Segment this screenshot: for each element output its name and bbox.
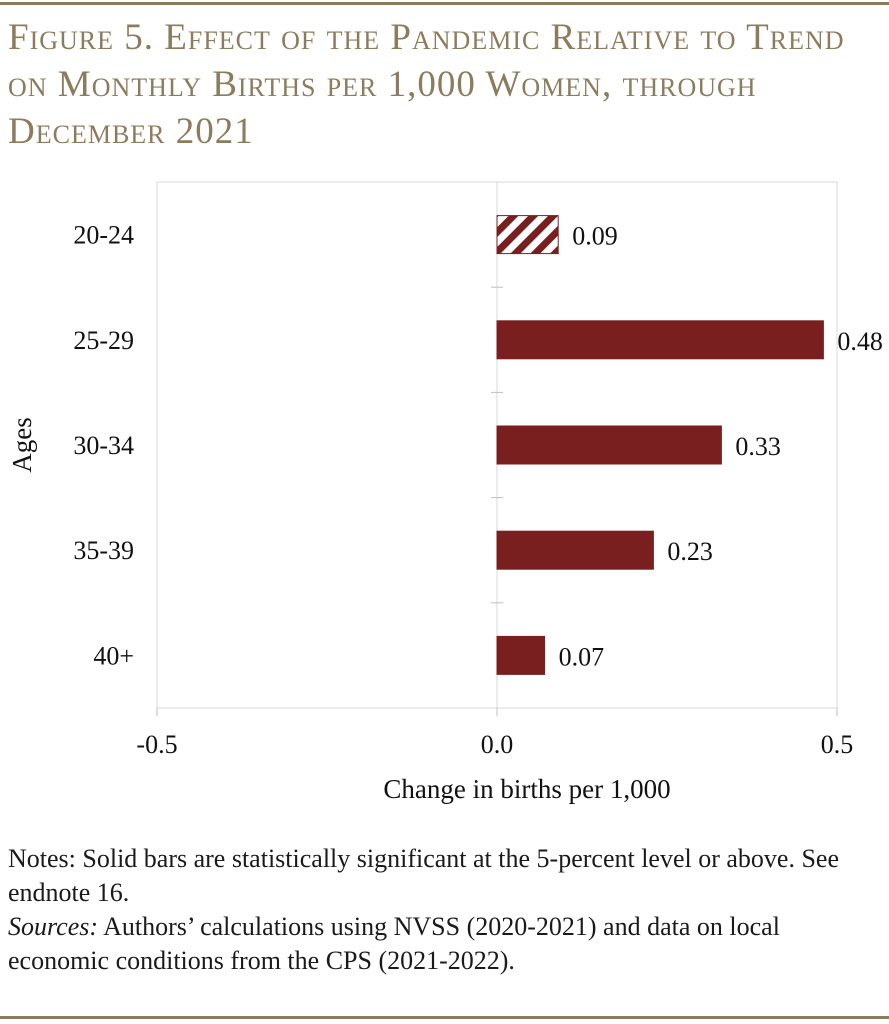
x-axis-title: Change in births per 1,000 (383, 774, 670, 804)
x-tick-label: 0.0 (481, 730, 514, 759)
sources-text: Sources: Authors’ calculations using NVS… (8, 910, 883, 978)
x-tick-label: 0.5 (821, 730, 854, 759)
value-label: 0.33 (735, 432, 781, 461)
value-label: 0.09 (572, 222, 618, 251)
value-label: 0.23 (667, 537, 713, 566)
category-label: 25-29 (73, 326, 134, 355)
bottom-rule (0, 1016, 889, 1019)
sources-body: Authors’ calculations using NVSS (2020-2… (8, 912, 780, 975)
bar-solid (496, 425, 722, 465)
y-axis-title: Ages (7, 417, 37, 473)
bar-hatched (496, 215, 559, 255)
value-label: 0.07 (559, 642, 605, 671)
figure-notes: Notes: Solid bars are statistically sign… (8, 842, 883, 978)
category-label: 40+ (93, 641, 134, 670)
category-label: 20-24 (73, 221, 134, 250)
top-rule (0, 2, 889, 5)
value-label: 0.48 (837, 327, 883, 356)
bar-solid (496, 635, 546, 675)
bar-chart: -0.5 0.0 0.5 20-24 0.09 25-29 0.48 30-34 0.33 35-… (7, 181, 883, 804)
bar-solid (496, 530, 654, 570)
bar-solid (496, 320, 824, 360)
plot-layer: -0.5 0.0 0.5 20-24 0.09 25-29 0.48 30-34 0.33 35-… (7, 182, 883, 804)
figure-title: Figure 5. Effect of the Pandemic Relativ… (8, 17, 845, 152)
category-label: 30-34 (73, 431, 134, 460)
sources-label: Sources: (8, 912, 99, 941)
notes-text: Notes: Solid bars are statistically sign… (8, 844, 840, 907)
x-tick-label: -0.5 (136, 730, 177, 759)
category-label: 35-39 (73, 536, 134, 565)
